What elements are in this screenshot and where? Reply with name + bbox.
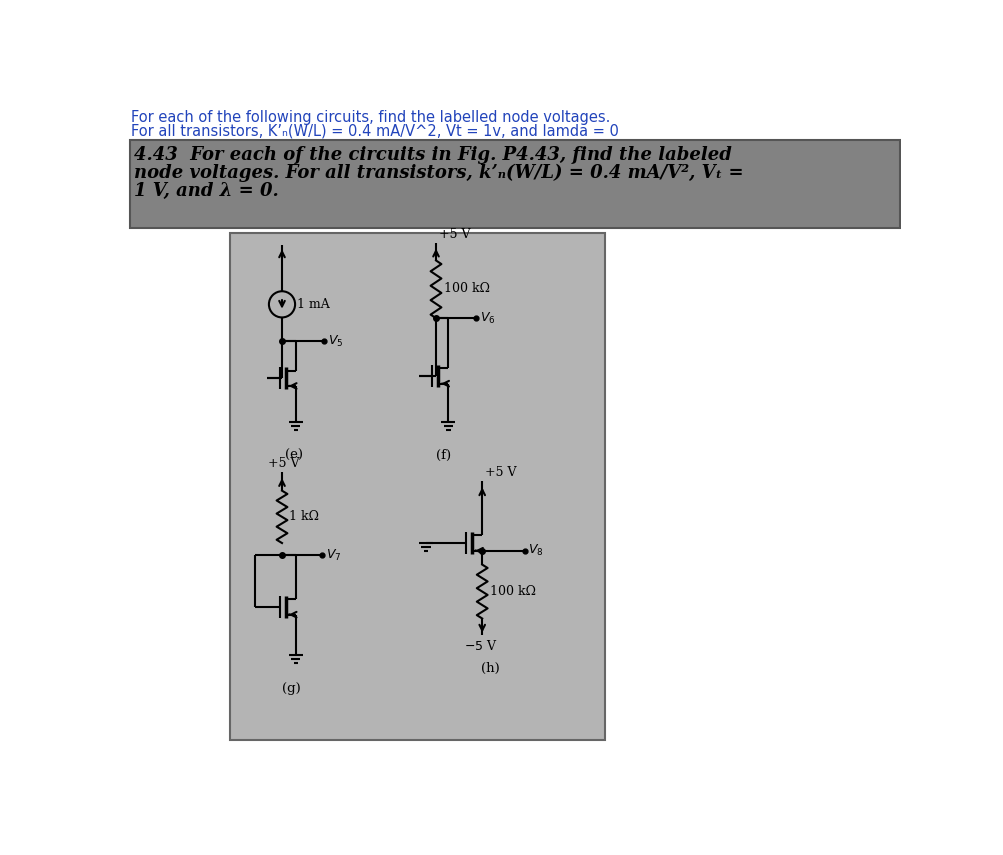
Text: $V_5$: $V_5$ (328, 333, 343, 349)
Text: +5 V: +5 V (438, 228, 470, 241)
Text: 4.43  For each of the circuits in Fig. P4.43, find the labeled: 4.43 For each of the circuits in Fig. P4… (134, 145, 731, 163)
Text: For each of the following circuits, find the labelled node voltages.: For each of the following circuits, find… (131, 110, 610, 126)
Text: 1 kΩ: 1 kΩ (289, 510, 319, 523)
Text: (e): (e) (284, 449, 302, 462)
Text: (f): (f) (435, 449, 450, 462)
Text: 100 kΩ: 100 kΩ (489, 585, 536, 598)
Bar (130, 139, 899, 228)
Text: $-5$ V: $-5$ V (463, 640, 496, 653)
Text: node voltages. For all transistors, k’ₙ(W/L) = 0.4 mA/V², Vₜ =: node voltages. For all transistors, k’ₙ(… (134, 164, 743, 182)
Text: +5 V: +5 V (268, 457, 299, 470)
Text: $V_6$: $V_6$ (479, 310, 494, 326)
Text: +5 V: +5 V (484, 466, 517, 479)
Text: $V_8$: $V_8$ (528, 543, 544, 558)
Bar (231, 233, 605, 740)
Text: 1 mA: 1 mA (297, 298, 330, 311)
Text: (h): (h) (480, 663, 498, 675)
Text: 1 V, and λ = 0.: 1 V, and λ = 0. (134, 182, 279, 200)
Text: (g): (g) (282, 682, 300, 695)
Text: For all transistors, K’ₙ(W/L) = 0.4 mA/V^2, Vt = 1v, and lamda = 0: For all transistors, K’ₙ(W/L) = 0.4 mA/V… (131, 123, 618, 139)
Text: $V_7$: $V_7$ (326, 548, 341, 563)
Text: 100 kΩ: 100 kΩ (443, 282, 489, 296)
